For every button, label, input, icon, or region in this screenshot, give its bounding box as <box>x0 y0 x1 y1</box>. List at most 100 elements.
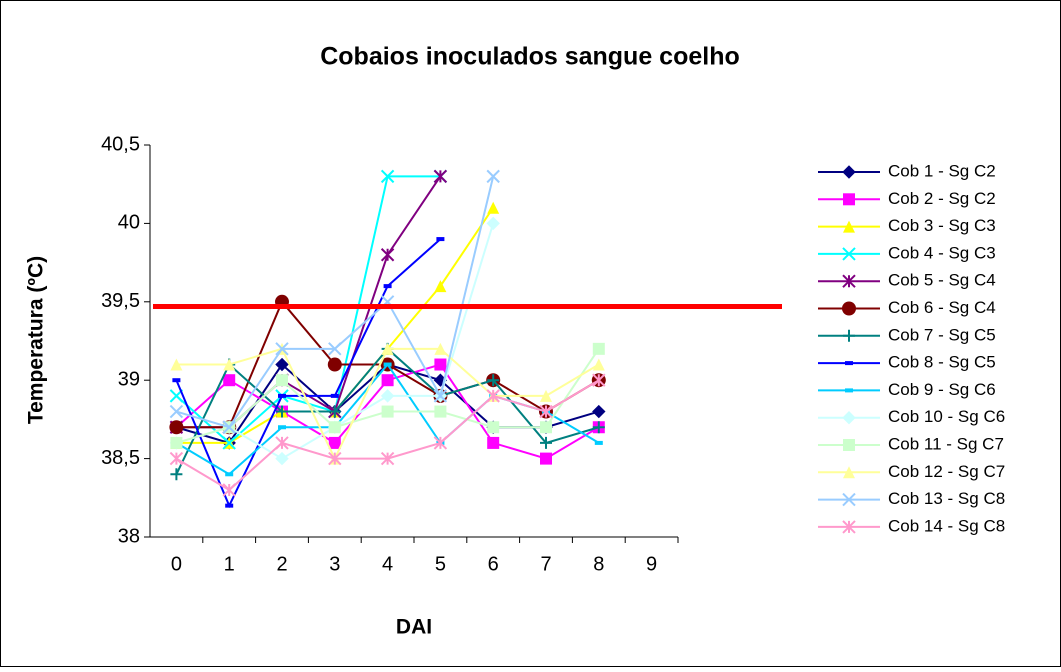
legend-label: Cob 9 - Sg C6 <box>888 380 996 399</box>
marker-shape <box>540 389 552 402</box>
marker <box>433 436 448 450</box>
marker-shape <box>222 420 236 434</box>
marker <box>540 421 552 434</box>
marker-shape <box>540 421 552 434</box>
marker <box>592 404 606 419</box>
marker <box>278 393 286 398</box>
marker-shape <box>278 425 286 430</box>
y-tick-label: 38,5 <box>101 447 140 469</box>
marker-shape <box>842 247 856 261</box>
marker <box>225 503 234 508</box>
marker <box>592 373 606 387</box>
marker-shape <box>328 436 341 449</box>
marker <box>169 404 184 419</box>
legend-label: Cob 1 - Sg C2 <box>888 161 996 180</box>
legend-label: Cob 12 - Sg C7 <box>888 462 1005 481</box>
marker <box>383 362 392 367</box>
marker <box>843 466 855 479</box>
y-tick-label: 39,5 <box>101 290 140 312</box>
marker <box>842 247 856 261</box>
x-tick-label: 0 <box>171 553 182 575</box>
marker <box>434 405 447 418</box>
legend-label: Cob 13 - Sg C8 <box>888 489 1005 508</box>
x-tick-label: 7 <box>540 553 551 575</box>
y-tick-label: 39 <box>118 368 140 390</box>
marker <box>843 439 855 451</box>
marker-shape <box>383 362 392 367</box>
marker <box>275 342 289 356</box>
marker-shape <box>843 466 855 479</box>
marker-shape <box>172 378 181 383</box>
marker <box>540 452 552 465</box>
marker <box>842 165 856 179</box>
marker-shape <box>223 358 236 371</box>
marker <box>223 374 236 387</box>
marker-shape <box>169 404 184 419</box>
marker-shape <box>592 358 605 371</box>
marker-shape <box>381 405 394 418</box>
x-tick-label: 9 <box>646 553 657 575</box>
marker <box>845 388 853 393</box>
marker <box>328 405 341 418</box>
marker <box>328 436 341 449</box>
marker <box>843 220 855 233</box>
marker <box>330 393 339 398</box>
marker <box>487 421 500 434</box>
legend-label: Cob 6 - Sg C4 <box>888 298 996 317</box>
marker-shape <box>843 220 855 233</box>
marker-shape <box>487 421 500 434</box>
marker-shape <box>222 436 236 450</box>
marker <box>592 342 605 355</box>
marker <box>169 451 184 466</box>
x-tick-label: 3 <box>329 553 340 575</box>
marker <box>842 274 856 288</box>
marker <box>592 358 605 371</box>
marker-shape <box>433 436 448 450</box>
marker-shape <box>380 248 395 262</box>
y-tick-label: 38 <box>118 525 140 547</box>
marker <box>540 389 552 402</box>
marker-shape <box>843 329 855 342</box>
marker-shape <box>487 374 500 387</box>
marker <box>276 374 288 387</box>
marker <box>328 451 342 466</box>
marker-shape <box>380 451 395 466</box>
marker-shape <box>225 503 234 508</box>
y-axis-label: Temperatura (ºC) <box>25 256 48 424</box>
x-axis-label: DAI <box>396 616 432 639</box>
marker-shape <box>381 342 394 355</box>
marker <box>327 357 342 372</box>
marker <box>842 492 856 507</box>
legend-label: Cob 3 - Sg C3 <box>888 216 996 235</box>
marker-shape <box>327 357 342 372</box>
marker-shape <box>434 280 447 293</box>
marker-shape <box>275 436 289 450</box>
marker-shape <box>170 358 183 371</box>
legend-label: Cob 7 - Sg C5 <box>888 325 996 344</box>
marker <box>169 420 184 435</box>
x-tick-label: 2 <box>276 553 287 575</box>
marker-shape <box>275 357 289 372</box>
marker <box>433 389 448 403</box>
legend-label: Cob 10 - Sg C6 <box>888 407 1005 426</box>
x-tick-label: 5 <box>435 553 446 575</box>
legend-label: Cob 5 - Sg C4 <box>888 271 996 290</box>
marker <box>592 421 605 434</box>
marker-shape <box>487 201 500 214</box>
marker-shape <box>328 421 341 434</box>
marker-shape <box>275 451 289 466</box>
marker <box>170 468 183 481</box>
marker <box>170 358 183 371</box>
marker-shape <box>845 388 853 393</box>
marker-shape <box>486 216 500 231</box>
marker-shape <box>328 405 341 418</box>
marker-shape <box>222 483 236 497</box>
marker-shape <box>842 520 856 534</box>
marker <box>381 374 394 387</box>
marker-shape <box>842 274 856 288</box>
marker-shape <box>540 436 552 449</box>
marker <box>223 358 236 371</box>
marker <box>278 425 286 430</box>
legend-label: Cob 14 - Sg C8 <box>888 516 1005 535</box>
